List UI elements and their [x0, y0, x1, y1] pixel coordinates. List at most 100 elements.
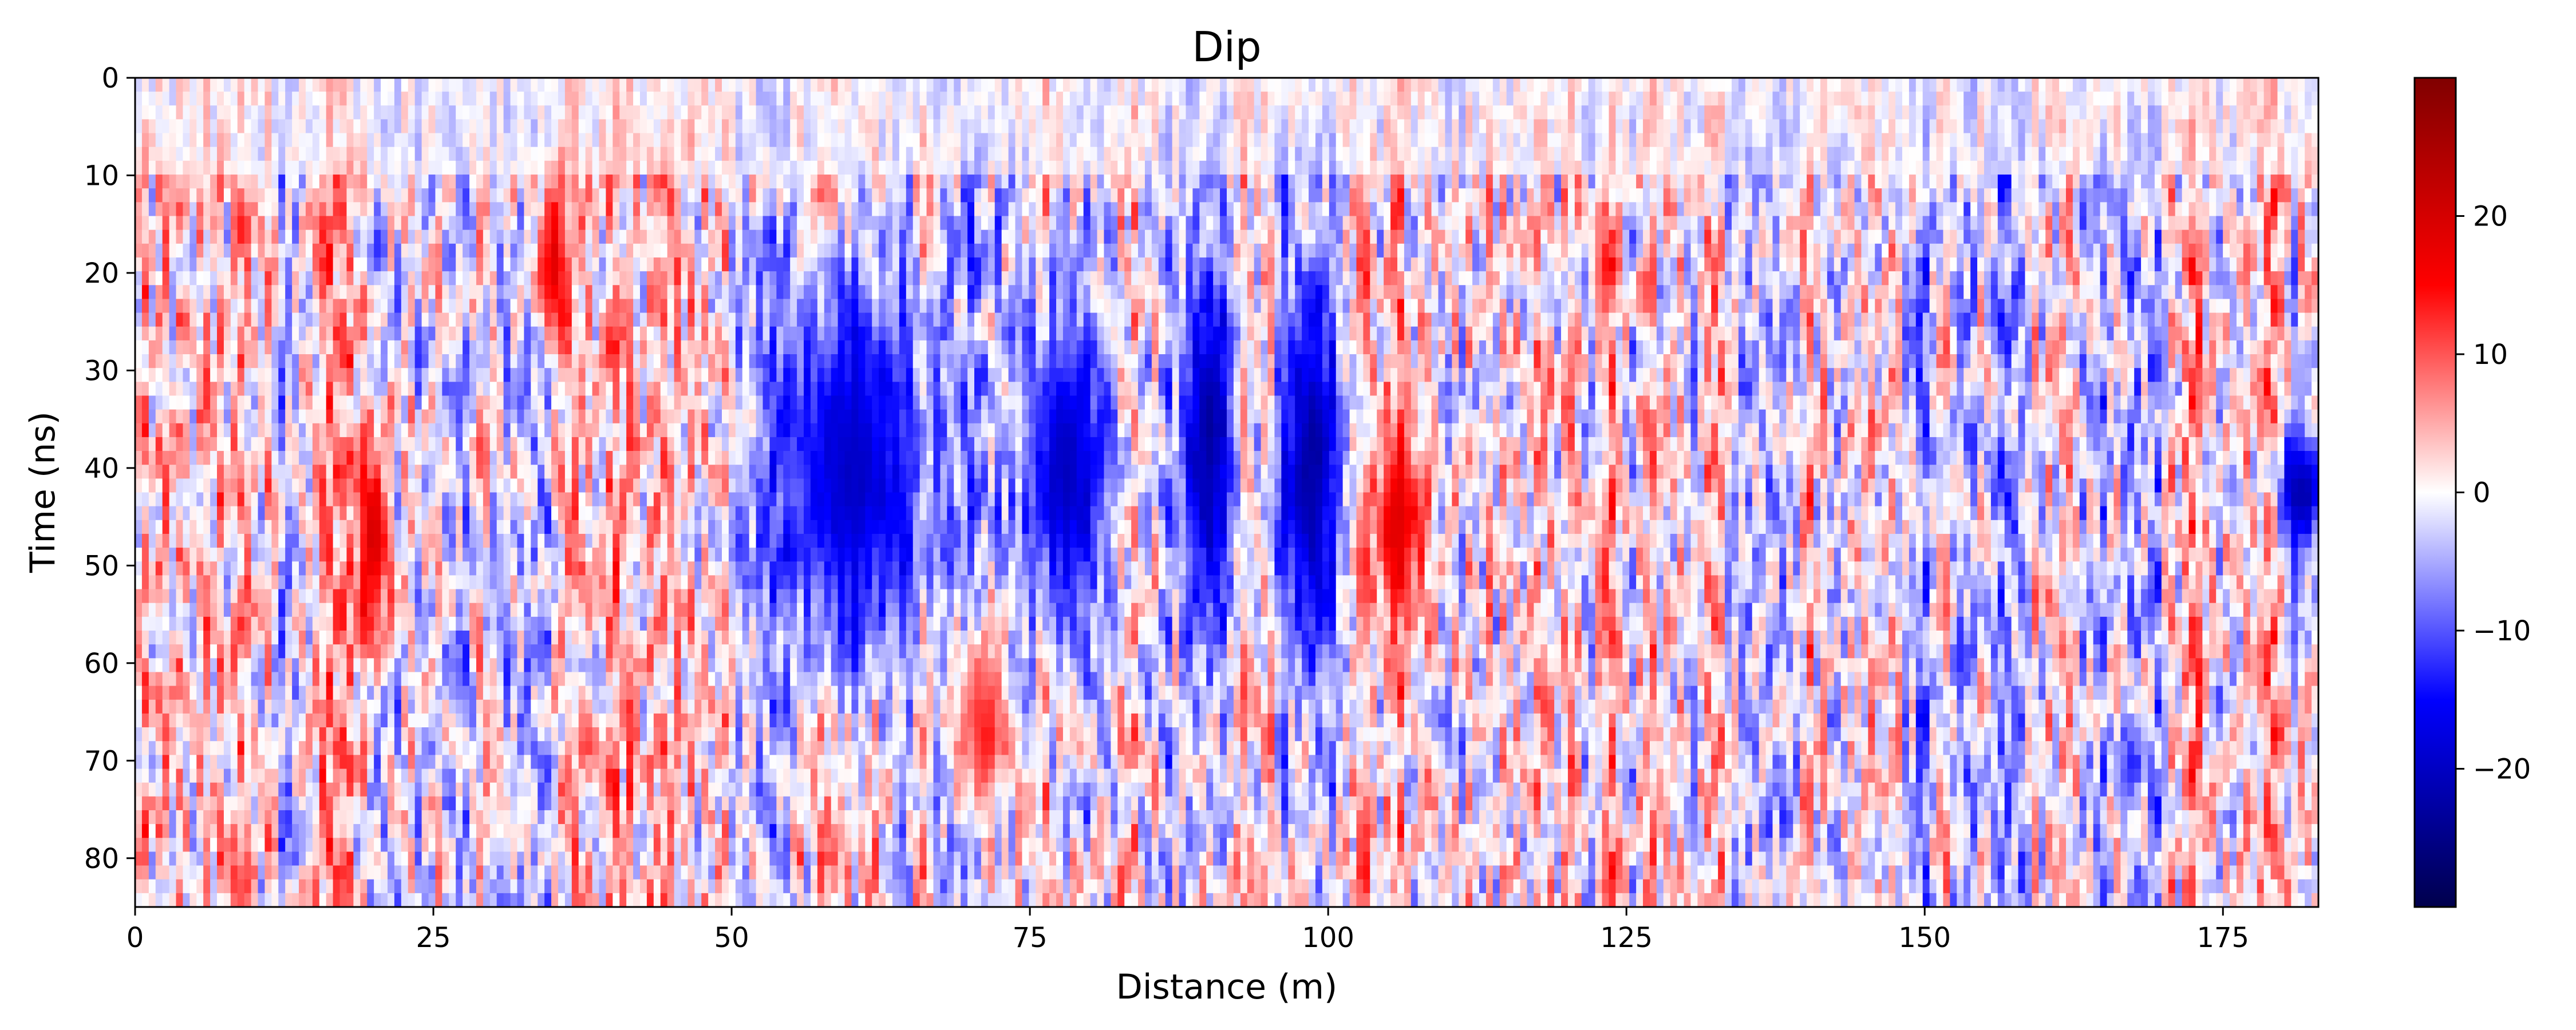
heatmap-cell: [244, 810, 252, 825]
heatmap-cell: [360, 133, 368, 148]
heatmap-cell: [135, 644, 143, 659]
heatmap-cell: [224, 561, 231, 576]
heatmap-cell: [189, 686, 197, 700]
heatmap-cell: [326, 216, 334, 231]
heatmap-cell: [231, 769, 238, 783]
heatmap-cell: [210, 271, 218, 286]
heatmap-cell: [210, 755, 218, 769]
heatmap-cell: [340, 216, 347, 231]
heatmap-cell: [264, 755, 272, 769]
heatmap-cell: [367, 769, 374, 783]
heatmap-cell: [353, 493, 361, 507]
heatmap-cell: [163, 727, 170, 742]
heatmap-cell: [367, 313, 374, 327]
heatmap-cell: [292, 714, 299, 728]
heatmap-cell: [258, 644, 266, 659]
heatmap-cell: [326, 783, 334, 797]
heatmap-cell: [319, 119, 327, 133]
heatmap-cell: [189, 395, 197, 410]
heatmap-cell: [333, 880, 341, 894]
heatmap-cell: [340, 769, 347, 783]
heatmap-cell: [360, 78, 368, 92]
heatmap-cell: [264, 105, 272, 120]
heatmap-cell: [163, 340, 170, 355]
heatmap-cell: [210, 147, 218, 161]
heatmap-cell: [319, 644, 327, 659]
heatmap-cell: [224, 617, 231, 631]
heatmap-cell: [271, 575, 279, 589]
heatmap-cell: [135, 119, 143, 133]
heatmap-cell: [271, 202, 279, 216]
heatmap-cell: [313, 451, 320, 465]
heatmap-cell: [156, 410, 163, 424]
heatmap-cell: [196, 395, 204, 410]
heatmap-cell: [264, 589, 272, 604]
heatmap-cell: [285, 258, 293, 272]
heatmap-cell: [367, 783, 374, 797]
heatmap-cell: [271, 354, 279, 369]
heatmap-cell: [299, 797, 306, 811]
heatmap-cell: [353, 672, 361, 686]
heatmap-cell: [319, 755, 327, 769]
heatmap-cell: [149, 866, 156, 880]
heatmap-cell: [271, 672, 279, 686]
heatmap-cell: [319, 658, 327, 672]
heatmap-cell: [299, 672, 306, 686]
heatmap-cell: [169, 824, 177, 838]
heatmap-cell: [244, 603, 252, 617]
heatmap-cell: [353, 327, 361, 341]
heatmap-cell: [169, 423, 177, 438]
heatmap-cell: [285, 202, 293, 216]
heatmap-cell: [313, 880, 320, 894]
heatmap-cell: [292, 534, 299, 548]
heatmap-cell: [203, 700, 211, 714]
heatmap-cell: [278, 672, 286, 686]
heatmap-cell: [238, 188, 245, 203]
heatmap-cell: [346, 285, 354, 299]
heatmap-cell: [251, 395, 259, 410]
heatmap-cell: [224, 327, 231, 341]
heatmap-cell: [306, 437, 313, 451]
heatmap-cell: [306, 451, 313, 465]
heatmap-cell: [271, 313, 279, 327]
heatmap-cell: [346, 589, 354, 604]
heatmap-cell: [353, 534, 361, 548]
heatmap-cell: [319, 451, 327, 465]
heatmap-cell: [313, 147, 320, 161]
heatmap-cell: [264, 838, 272, 852]
heatmap-cell: [238, 506, 245, 521]
heatmap-cell: [189, 313, 197, 327]
heatmap-cell: [224, 851, 231, 866]
heatmap-cell: [333, 105, 341, 120]
heatmap-cell: [299, 368, 306, 382]
heatmap-cell: [333, 810, 341, 825]
heatmap-cell: [353, 714, 361, 728]
heatmap-cell: [163, 395, 170, 410]
heatmap-cell: [217, 368, 224, 382]
heatmap-cell: [292, 755, 299, 769]
heatmap-cell: [135, 92, 143, 106]
heatmap-cell: [196, 368, 204, 382]
heatmap-cell: [231, 838, 238, 852]
heatmap-cell: [251, 589, 259, 604]
heatmap-cell: [149, 741, 156, 755]
heatmap-cell: [264, 354, 272, 369]
heatmap-cell: [183, 700, 190, 714]
heatmap-cell: [278, 727, 286, 742]
heatmap-cell: [285, 437, 293, 451]
heatmap-cell: [238, 851, 245, 866]
heatmap-cell: [231, 299, 238, 313]
heatmap-cell: [313, 506, 320, 521]
heatmap-cell: [244, 78, 252, 92]
heatmap-cell: [149, 714, 156, 728]
heatmap-cell: [292, 893, 299, 908]
heatmap-cell: [156, 810, 163, 825]
heatmap-cell: [353, 202, 361, 216]
heatmap-cell: [176, 617, 184, 631]
heatmap-cell: [367, 520, 374, 534]
heatmap-cell: [258, 368, 266, 382]
heatmap-cell: [306, 575, 313, 589]
heatmap-cell: [299, 230, 306, 244]
heatmap-cell: [299, 478, 306, 493]
heatmap-cell: [306, 700, 313, 714]
